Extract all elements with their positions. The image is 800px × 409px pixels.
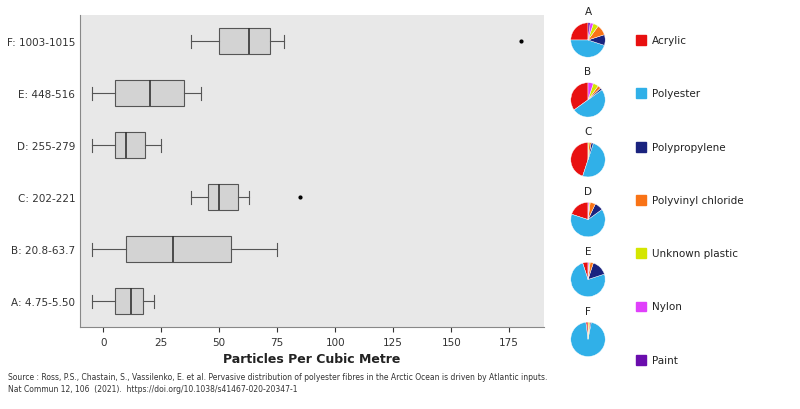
Text: F: F <box>585 306 591 316</box>
Y-axis label: Depth Bin and Range (m): Depth Bin and Range (m) <box>0 88 2 255</box>
Wedge shape <box>588 24 594 41</box>
Wedge shape <box>574 90 606 118</box>
PathPatch shape <box>115 81 184 107</box>
Wedge shape <box>570 263 606 297</box>
Wedge shape <box>588 89 602 101</box>
Wedge shape <box>588 203 595 220</box>
Text: Source : Ross, P.S., Chastain, S., Vassilenko, E. et al. Pervasive distribution : Source : Ross, P.S., Chastain, S., Vassi… <box>8 372 547 393</box>
PathPatch shape <box>219 29 270 55</box>
Text: Nylon: Nylon <box>652 302 682 312</box>
Wedge shape <box>588 203 589 220</box>
Wedge shape <box>588 263 594 280</box>
Wedge shape <box>588 322 590 339</box>
Wedge shape <box>588 263 590 280</box>
PathPatch shape <box>115 133 145 159</box>
Wedge shape <box>570 41 604 58</box>
Text: E: E <box>585 246 591 256</box>
Wedge shape <box>588 25 598 41</box>
Wedge shape <box>588 203 590 220</box>
PathPatch shape <box>115 288 142 314</box>
Wedge shape <box>570 83 588 111</box>
Text: B: B <box>585 67 591 77</box>
Wedge shape <box>588 144 594 160</box>
Text: D: D <box>584 187 592 196</box>
Text: A: A <box>585 7 591 17</box>
Wedge shape <box>588 83 594 101</box>
Wedge shape <box>588 322 591 339</box>
Wedge shape <box>588 263 589 280</box>
Wedge shape <box>582 263 588 280</box>
Wedge shape <box>588 204 602 220</box>
Text: Acrylic: Acrylic <box>652 36 687 46</box>
Wedge shape <box>570 322 606 357</box>
Wedge shape <box>570 210 606 237</box>
Wedge shape <box>588 322 589 339</box>
Text: Unknown plastic: Unknown plastic <box>652 249 738 258</box>
Wedge shape <box>582 144 606 178</box>
Text: Polyester: Polyester <box>652 89 700 99</box>
Text: Polyvinyl chloride: Polyvinyl chloride <box>652 196 744 205</box>
Wedge shape <box>588 27 604 41</box>
Wedge shape <box>572 203 588 220</box>
Wedge shape <box>588 263 604 280</box>
Wedge shape <box>588 24 590 41</box>
Wedge shape <box>588 143 591 160</box>
Text: C: C <box>584 127 592 137</box>
X-axis label: Particles Per Cubic Metre: Particles Per Cubic Metre <box>223 353 401 365</box>
Text: Polypropylene: Polypropylene <box>652 142 726 152</box>
PathPatch shape <box>208 185 238 211</box>
Text: Paint: Paint <box>652 355 678 365</box>
Wedge shape <box>586 322 588 339</box>
Wedge shape <box>588 87 601 101</box>
Wedge shape <box>588 84 598 101</box>
Wedge shape <box>570 24 588 41</box>
Wedge shape <box>588 36 606 46</box>
Wedge shape <box>570 143 588 177</box>
PathPatch shape <box>126 236 231 263</box>
Wedge shape <box>588 143 589 160</box>
